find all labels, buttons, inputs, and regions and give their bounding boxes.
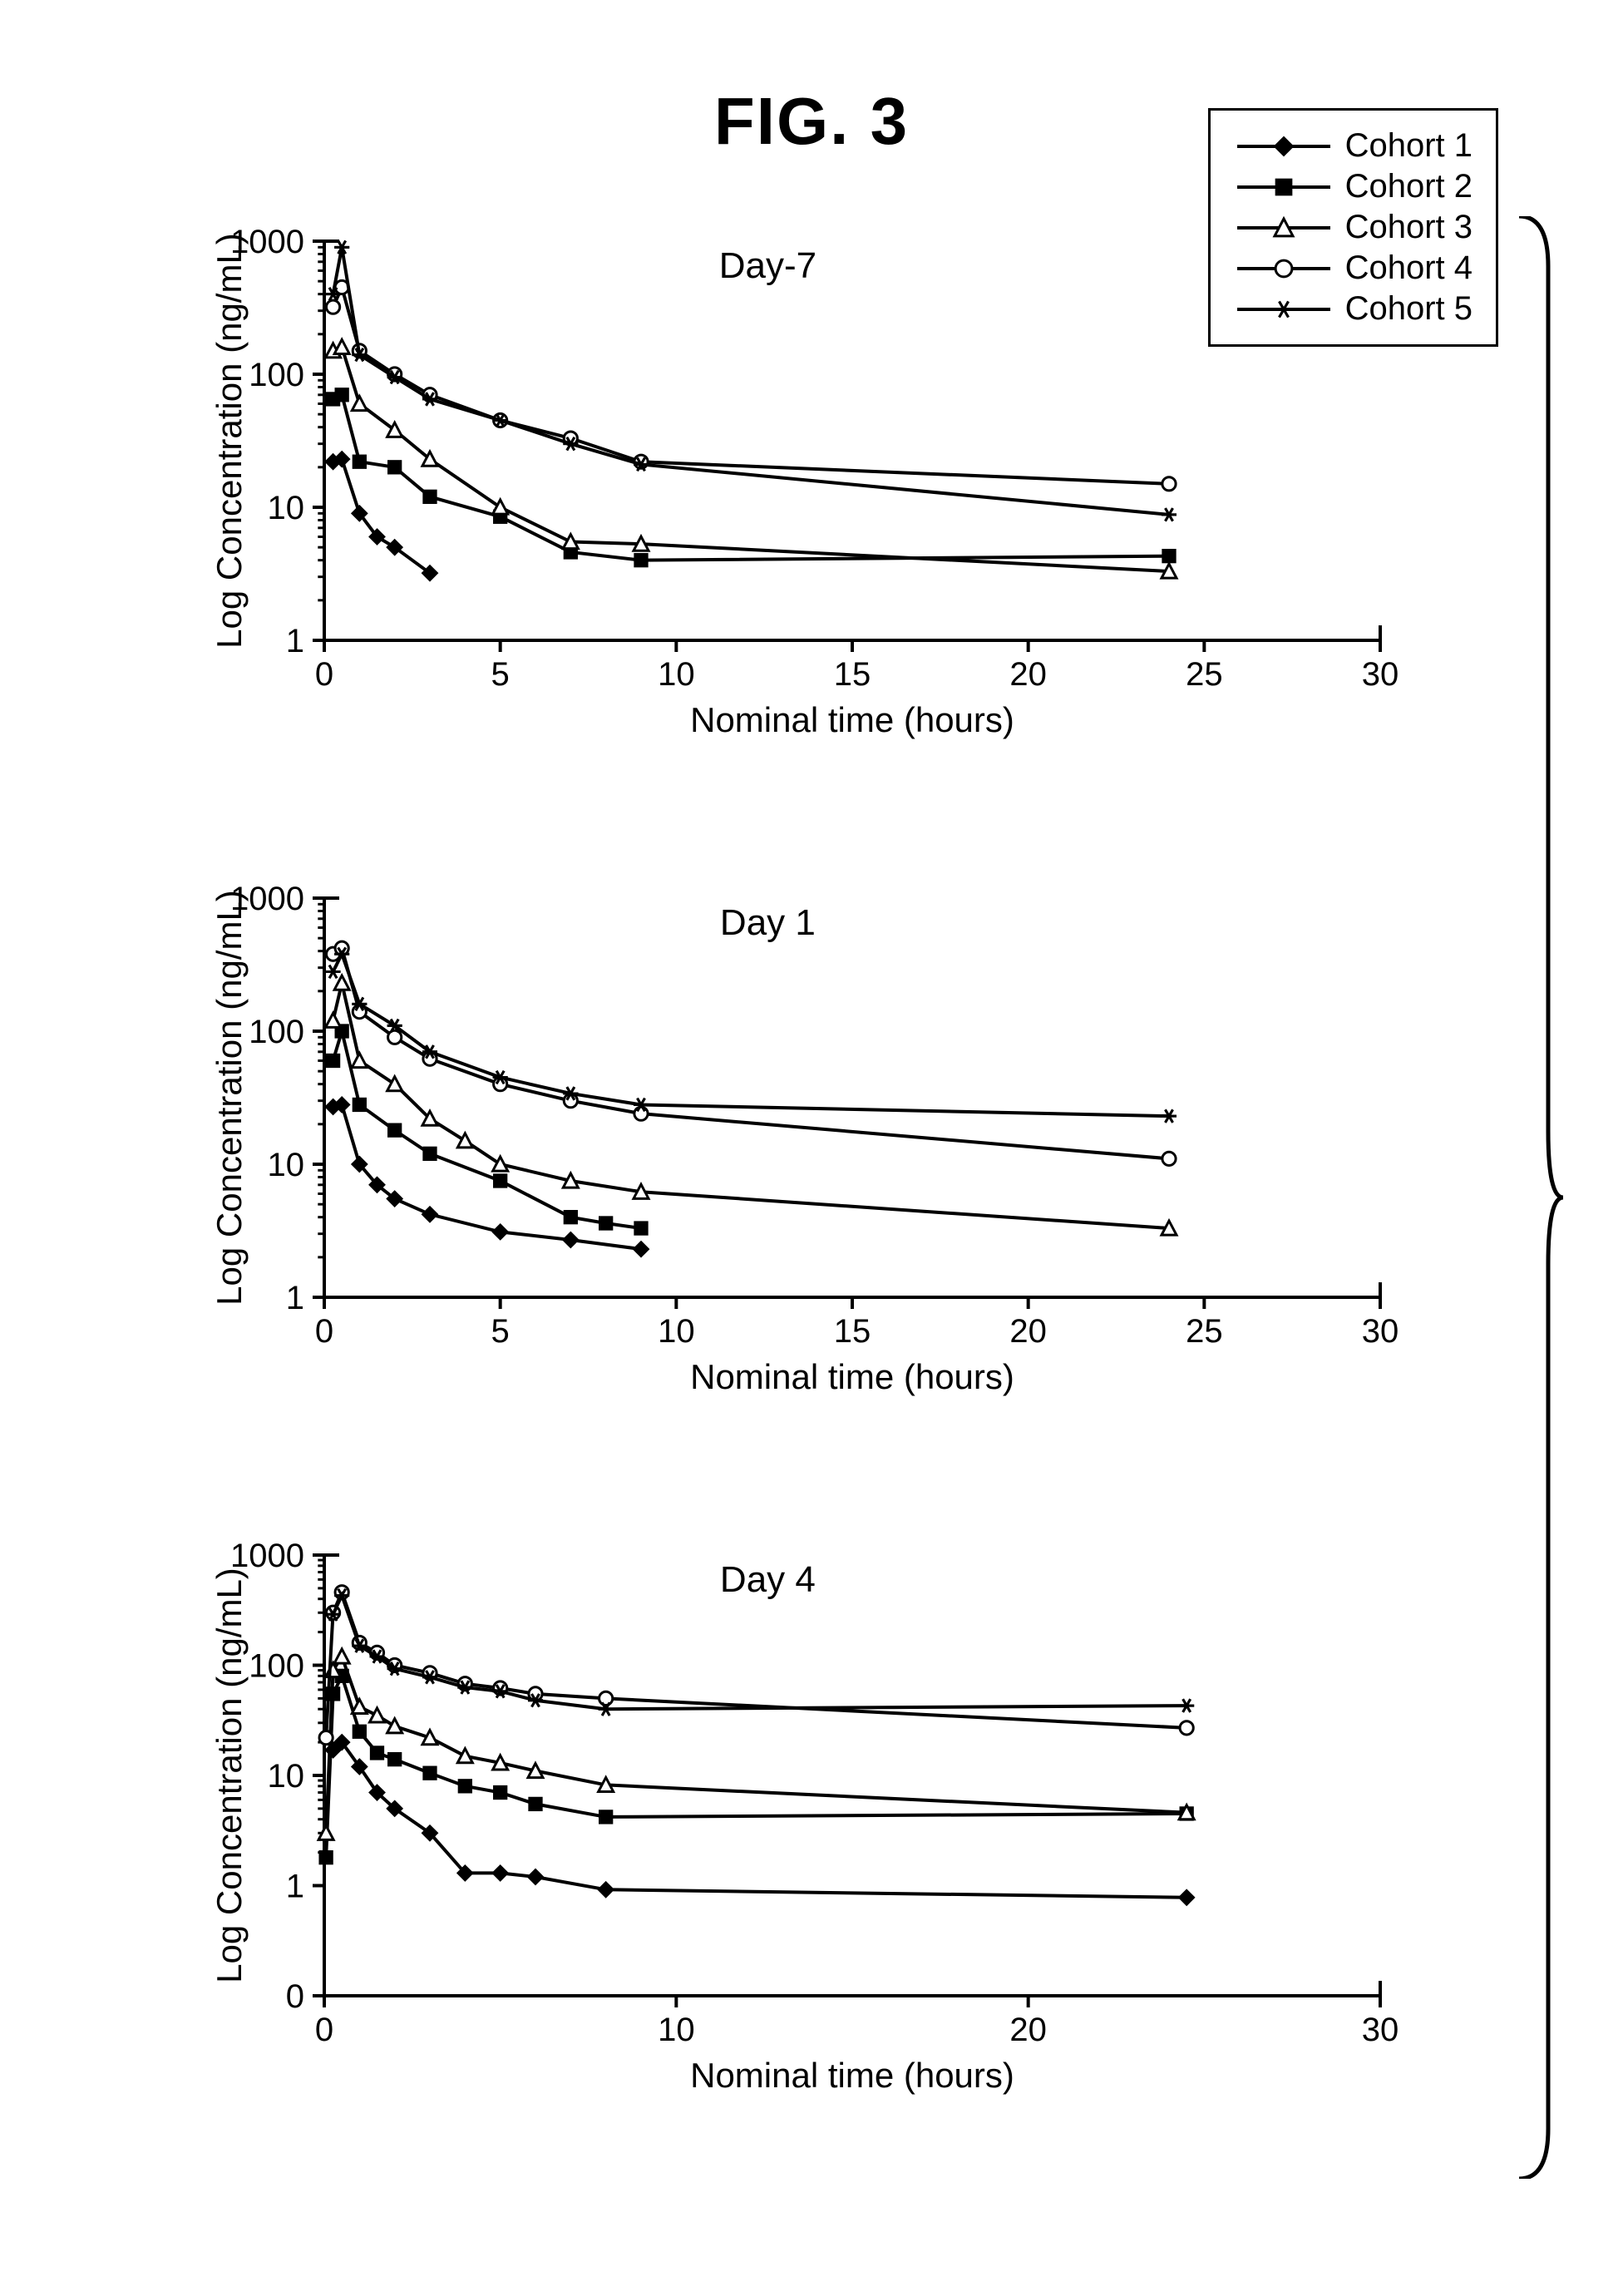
panel3: 0102030Nominal time (hours)01101001000Lo… xyxy=(216,1538,1397,2112)
x-tick-label: 10 xyxy=(658,656,695,693)
panel-title: Day 4 xyxy=(720,1559,816,1600)
panel2: 051015202530Nominal time (hours)11010010… xyxy=(216,881,1397,1414)
panel-title: Day 1 xyxy=(720,902,816,943)
panel1: 051015202530Nominal time (hours)11010010… xyxy=(216,225,1397,757)
series-line xyxy=(326,1592,1186,1738)
y-tick-label: 10 xyxy=(268,1758,305,1795)
series-line xyxy=(333,287,1169,483)
series-line xyxy=(333,948,1169,1158)
y-axis-label: Log Concentration (ng/mL) xyxy=(210,890,249,1306)
x-tick-label: 5 xyxy=(491,656,510,693)
series-line xyxy=(333,459,430,573)
series-line xyxy=(333,247,1169,515)
y-tick-label: 0 xyxy=(286,1978,304,2015)
x-tick-label: 10 xyxy=(658,2012,695,2048)
x-axis-label: Nominal time (hours) xyxy=(690,700,1014,739)
x-tick-label: 25 xyxy=(1186,1313,1223,1350)
y-tick-label: 1 xyxy=(286,1869,304,1905)
page: { "figure_title": "FIG. 3", "colors": { … xyxy=(0,0,1623,2296)
legend-row-0: Cohort 1 xyxy=(1234,127,1473,165)
y-axis-label: Log Concentration (ng/mL) xyxy=(210,233,249,649)
series-line xyxy=(326,1676,1186,1857)
panel3-svg: 0102030Nominal time (hours)01101001000Lo… xyxy=(216,1538,1397,2112)
x-tick-label: 20 xyxy=(1009,2012,1047,2048)
x-tick-label: 15 xyxy=(834,656,871,693)
x-tick-label: 15 xyxy=(834,1313,871,1350)
x-tick-label: 30 xyxy=(1362,2012,1399,2048)
y-axis-label: Log Concentration (ng/mL) xyxy=(210,1568,249,1983)
x-tick-label: 0 xyxy=(315,656,333,693)
y-tick-label: 100 xyxy=(249,1014,304,1050)
x-tick-label: 20 xyxy=(1009,1313,1047,1350)
panel2-svg: 051015202530Nominal time (hours)11010010… xyxy=(216,881,1397,1414)
y-tick-label: 10 xyxy=(268,490,305,526)
y-tick-label: 1 xyxy=(286,1280,304,1316)
panel-title: Day-7 xyxy=(719,245,816,286)
x-tick-label: 5 xyxy=(491,1313,510,1350)
legend-row-1: Cohort 2 xyxy=(1234,168,1473,205)
series-line xyxy=(333,347,1169,571)
x-tick-label: 20 xyxy=(1009,656,1047,693)
x-tick-label: 10 xyxy=(658,1313,695,1350)
x-tick-label: 30 xyxy=(1362,1313,1399,1350)
legend-marker-diamond-filled xyxy=(1234,130,1334,163)
x-tick-label: 30 xyxy=(1362,656,1399,693)
x-axis-label: Nominal time (hours) xyxy=(690,2056,1014,2095)
series-line xyxy=(333,954,1169,1116)
x-tick-label: 25 xyxy=(1186,656,1223,693)
y-tick-label: 100 xyxy=(249,357,304,393)
grouping-bracket xyxy=(1515,216,1565,2179)
legend-label: Cohort 1 xyxy=(1345,127,1473,165)
y-tick-label: 10 xyxy=(268,1147,305,1183)
x-tick-label: 0 xyxy=(315,2012,333,2048)
legend-marker-square-filled xyxy=(1234,170,1334,204)
panel1-svg: 051015202530Nominal time (hours)11010010… xyxy=(216,225,1397,757)
legend-label: Cohort 2 xyxy=(1345,168,1473,205)
y-tick-label: 1 xyxy=(286,623,304,659)
x-tick-label: 0 xyxy=(315,1313,333,1350)
y-tick-label: 100 xyxy=(249,1648,304,1685)
x-axis-label: Nominal time (hours) xyxy=(690,1357,1014,1396)
series-line xyxy=(333,1031,641,1228)
